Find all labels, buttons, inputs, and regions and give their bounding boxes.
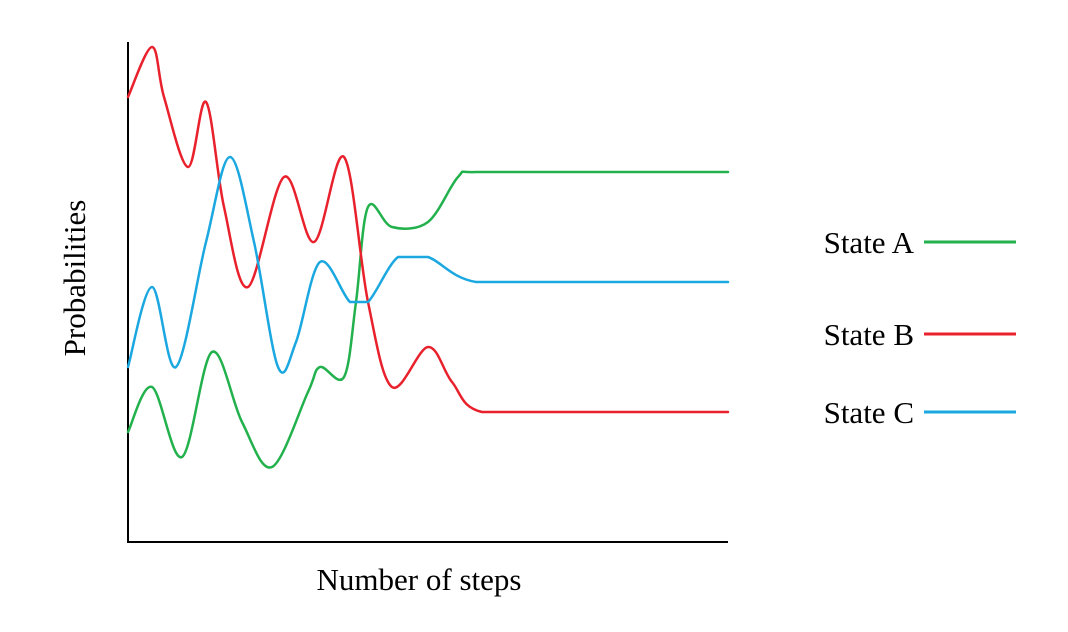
legend-item-state-a: State A bbox=[824, 225, 1016, 260]
legend: State A State B State C bbox=[824, 225, 1016, 430]
axes bbox=[127, 42, 728, 543]
series-line-state-a bbox=[126, 170, 730, 469]
series-line-state-c bbox=[126, 155, 730, 374]
x-axis-label: Number of steps bbox=[317, 562, 522, 597]
y-axis-label: Probabilities bbox=[57, 200, 92, 357]
legend-item-state-c: State C bbox=[824, 395, 1016, 430]
legend-label-state-b: State B bbox=[824, 317, 914, 352]
series-line-state-b bbox=[126, 45, 730, 414]
legend-label-state-a: State A bbox=[824, 225, 915, 260]
legend-label-state-c: State C bbox=[824, 395, 914, 430]
legend-item-state-b: State B bbox=[824, 317, 1016, 352]
series-group bbox=[126, 45, 730, 469]
